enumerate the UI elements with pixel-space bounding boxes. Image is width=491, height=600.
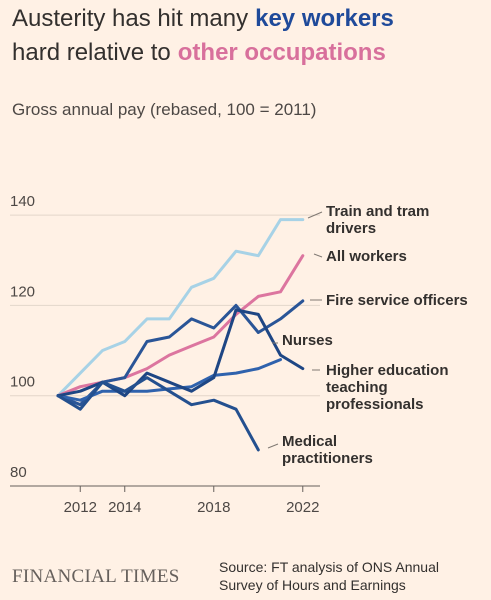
series-line bbox=[56, 308, 305, 398]
x-tick-label: 2022 bbox=[286, 499, 319, 516]
title-line-1: Austerity has hit many key workers bbox=[12, 4, 401, 34]
y-tick-label: 140 bbox=[10, 193, 35, 210]
title-line-2: hard relative to other occupations bbox=[12, 38, 393, 68]
y-tick-label: 120 bbox=[10, 283, 35, 300]
series-label: Higher education teaching professionals bbox=[326, 362, 449, 413]
series-label: Nurses bbox=[282, 332, 333, 349]
series-label: Fire service officers bbox=[326, 292, 468, 309]
subtitle: Gross annual pay (rebased, 100 = 2011) bbox=[12, 100, 317, 119]
x-tick-label: 2014 bbox=[108, 499, 141, 516]
x-tick-label: 2018 bbox=[197, 499, 230, 516]
series-line bbox=[56, 218, 305, 398]
leader-line bbox=[267, 443, 279, 449]
series-label: Medical practitioners bbox=[282, 433, 373, 467]
title-highlight: key workers bbox=[255, 5, 394, 32]
series-label: Train and tram drivers bbox=[326, 203, 430, 237]
title-highlight: other occupations bbox=[177, 39, 386, 66]
y-tick-label: 80 bbox=[10, 464, 27, 481]
series-label: All workers bbox=[326, 248, 407, 265]
x-tick-label: 2012 bbox=[64, 499, 97, 516]
series-line bbox=[56, 358, 282, 402]
publisher: FINANCIAL TIMES bbox=[12, 566, 180, 587]
title-text: Austerity has hit many bbox=[12, 5, 249, 32]
series-line bbox=[56, 376, 260, 452]
source: Source: FT analysis of ONS Annual Survey… bbox=[219, 559, 439, 593]
leader-line bbox=[307, 211, 323, 219]
y-tick-label: 100 bbox=[10, 374, 35, 391]
title-text: hard relative to bbox=[12, 39, 171, 66]
leader-line bbox=[313, 253, 323, 258]
